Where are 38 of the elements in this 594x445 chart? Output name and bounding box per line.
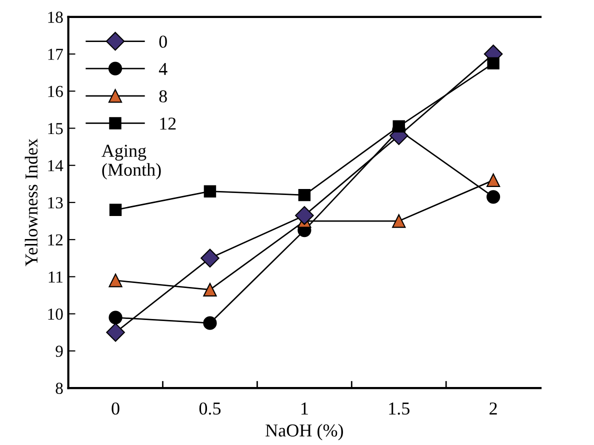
x-tick-label: 0 [112,402,120,415]
x-tick-label: 2 [490,402,497,414]
x-tick-label: 1.5 [389,402,410,415]
y-tick-label: 14 [48,160,64,172]
point [295,206,314,225]
point [200,248,220,268]
legend-label: 8 [159,90,167,102]
point [108,274,122,288]
y-tick-label: 11 [48,271,62,282]
point [392,214,406,228]
point [486,173,500,188]
y-tick-label: 12 [48,234,63,246]
point [298,188,311,202]
y-tick-label: 10 [48,308,63,320]
point [106,322,125,342]
point [109,204,122,216]
y-tick-label: 18 [48,12,63,23]
point [203,282,217,296]
y-tick-label: 9 [56,346,63,357]
y-axis-title: Yellowness Index [24,138,38,266]
y-tick-label: 15 [48,123,63,134]
y-tick-label: 17 [48,48,63,60]
legend-label: 0 [159,36,167,48]
legend-label: 4 [158,63,168,75]
point [108,310,122,324]
point [487,57,500,70]
y-tick-label: 13 [48,197,63,208]
legend-label: 12 [160,118,176,130]
x-axis-title: NaOH (%) [266,424,343,440]
x-tick-label: 0.5 [199,402,221,415]
point [486,190,500,204]
y-tick-label: 16 [48,86,63,98]
legend-title: Aging (Month) [102,144,161,180]
x-tick-label: 1 [302,402,308,414]
y-tick-label: 8 [56,382,63,394]
point [204,185,216,198]
point [392,120,405,133]
point [203,316,217,330]
